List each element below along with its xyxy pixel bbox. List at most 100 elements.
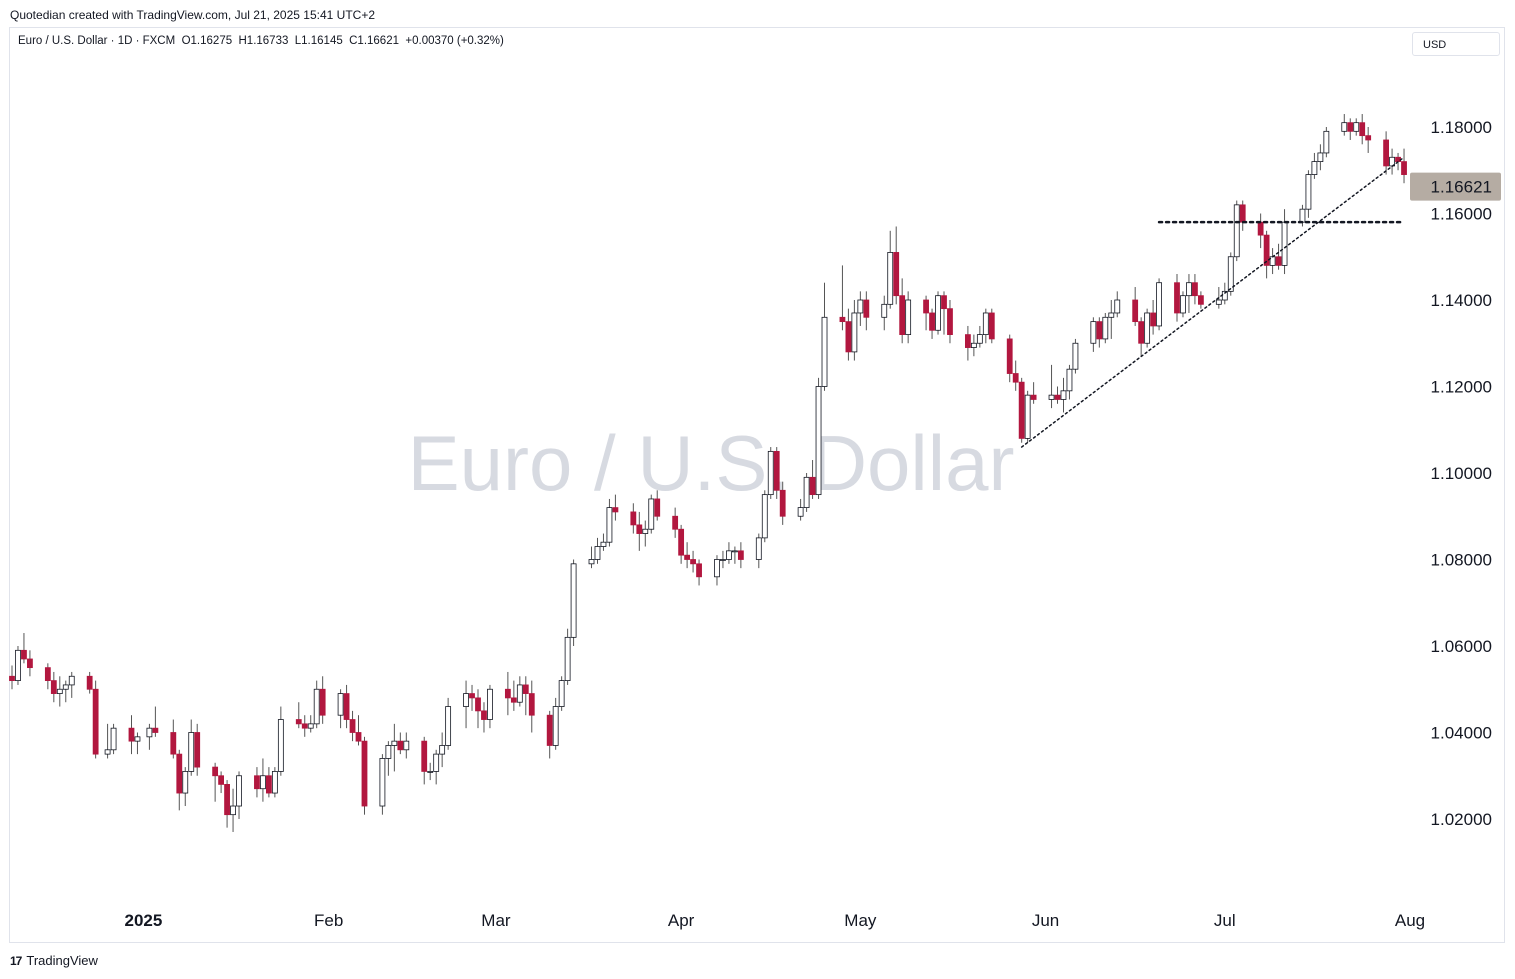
candle-body[interactable] [271,771,278,794]
candle-body[interactable] [821,316,828,387]
candle-body[interactable] [1150,312,1157,327]
candle-body[interactable] [797,507,804,517]
candle-body[interactable] [68,675,75,686]
candle-body[interactable] [385,745,392,759]
candle-body[interactable] [182,771,189,794]
candle-body[interactable] [463,693,469,707]
candle-body[interactable] [767,450,774,496]
candle-body[interactable] [379,758,386,807]
candle-body[interactable] [92,688,99,755]
footer-brand[interactable]: 17 TradingView [10,953,98,968]
candle-body[interactable] [1347,122,1354,132]
candle-body[interactable] [976,334,983,344]
candle-body[interactable] [9,675,15,682]
candle-body[interactable] [218,775,225,785]
candle-body[interactable] [421,740,428,772]
candle-body[interactable] [1060,390,1067,400]
candle-body[interactable] [731,550,738,553]
candle-body[interactable] [469,693,475,699]
candle-body[interactable] [86,675,93,690]
candle-body[interactable] [564,636,571,681]
candle-body[interactable] [522,684,529,694]
candle-body[interactable] [1299,208,1306,223]
candle-body[interactable] [881,303,888,318]
chart-pane[interactable] [9,27,1505,943]
candle-body[interactable] [301,723,308,729]
candle-body[interactable] [809,476,816,496]
candle-body[interactable] [1317,152,1324,162]
candle-body[interactable] [1323,130,1330,154]
candle-body[interactable] [1383,139,1390,167]
candle-body[interactable] [1341,122,1348,132]
candle-body[interactable] [558,680,565,707]
candle-body[interactable] [947,308,953,335]
candle-body[interactable] [1030,394,1037,400]
candle-body[interactable] [1132,299,1139,323]
candle-body[interactable] [1048,394,1055,400]
candle-body[interactable] [594,546,601,560]
candle-body[interactable] [188,732,195,772]
candle-body[interactable] [1353,122,1360,132]
candle-body[interactable] [224,784,230,816]
candle-body[interactable] [15,649,21,682]
candle-body[interactable] [403,740,410,751]
candle-body[interactable] [887,252,894,305]
candle-body[interactable] [1401,161,1407,175]
candle-body[interactable] [552,706,559,746]
candle-body[interactable] [27,658,33,669]
candle-body[interactable] [194,732,201,768]
candle-body[interactable] [1215,299,1222,305]
candle-body[interactable] [1144,312,1151,344]
candle-body[interactable] [62,684,69,690]
candle-body[interactable] [964,334,971,348]
candle-body[interactable] [1108,312,1115,318]
candle-body[interactable] [1239,204,1246,223]
candle-body[interactable] [982,312,989,336]
candle-body[interactable] [1359,122,1366,137]
currency-button[interactable]: USD [1412,32,1500,56]
candle-body[interactable] [516,684,523,703]
candle-body[interactable] [1102,316,1109,340]
candle-body[interactable] [295,719,302,725]
candle-body[interactable] [815,386,822,496]
candle-body[interactable] [170,732,177,755]
candle-body[interactable] [779,489,786,517]
candle-body[interactable] [1263,234,1270,266]
candle-body[interactable] [110,727,117,751]
candle-body[interactable] [905,299,912,335]
candle-body[interactable] [678,528,685,556]
candle-body[interactable] [970,342,977,348]
candle-body[interactable] [1305,174,1312,210]
candle-body[interactable] [50,680,57,694]
candle-body[interactable] [1018,381,1025,439]
candle-body[interactable] [1233,204,1240,258]
candle-body[interactable] [313,688,320,725]
candle-body[interactable] [755,537,762,560]
candle-body[interactable] [1072,342,1079,370]
candle-body[interactable] [1257,221,1264,236]
candle-body[interactable] [1138,321,1145,344]
candle-body[interactable] [349,719,356,733]
candle-body[interactable] [427,771,434,773]
candle-body[interactable] [696,563,702,578]
candle-body[interactable] [260,775,266,790]
candle-body[interactable] [654,498,661,517]
candle-body[interactable] [773,450,780,491]
candle-body[interactable] [212,766,219,777]
candle-body[interactable] [935,295,941,331]
candle-body[interactable] [1066,368,1073,392]
candle-body[interactable] [1174,282,1180,314]
candle-body[interactable] [481,710,487,720]
candle-body[interactable] [146,727,153,738]
candle-body[interactable] [1269,256,1276,266]
candle-body[interactable] [152,727,159,733]
candle-body[interactable] [648,498,655,530]
candle-body[interactable] [397,740,404,751]
candle-body[interactable] [391,740,398,746]
candle-body[interactable] [929,312,935,331]
candle-body[interactable] [433,753,440,772]
candle-body[interactable] [307,723,314,729]
candle-body[interactable] [839,316,846,323]
candle-body[interactable] [988,312,995,340]
